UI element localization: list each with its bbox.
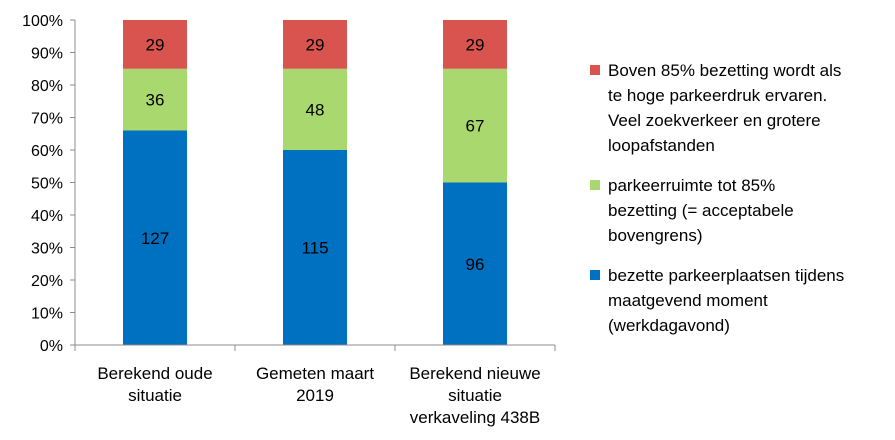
legend-item: bezette parkeerplaatsen tijdens maatgeven… <box>590 263 890 338</box>
bar-data-label: 115 <box>301 239 328 258</box>
y-tick-label: 30% <box>31 241 63 258</box>
y-tick-label: 20% <box>31 273 63 290</box>
bar-data-label: 29 <box>466 35 485 54</box>
y-tick-label: 10% <box>31 306 63 323</box>
bar-data-label: 36 <box>146 91 165 110</box>
chart-legend: Boven 85% bezetting wordt als te hoge par… <box>590 58 890 353</box>
bar-segment <box>283 150 347 345</box>
legend-swatch <box>590 270 600 280</box>
bar-segment <box>283 20 347 69</box>
legend-label: bezette parkeerplaatsen tijdens maatgeven… <box>608 266 845 335</box>
bar-segment <box>443 68 507 183</box>
legend-label: parkeerruimte tot 85% bezetting (= accept… <box>608 176 794 245</box>
y-tick-label: 90% <box>31 46 63 63</box>
bar-data-label: 127 <box>141 229 169 248</box>
y-tick-label: 40% <box>31 208 63 225</box>
y-tick-label: 100% <box>22 13 63 30</box>
legend-swatch <box>590 65 600 75</box>
y-tick-label: 80% <box>31 78 63 95</box>
x-category-label: Berekend oude situatie <box>97 364 212 405</box>
y-tick-label: 70% <box>31 111 63 128</box>
legend-item: parkeerruimte tot 85% bezetting (= accept… <box>590 173 890 248</box>
legend-label: Boven 85% bezetting wordt als te hoge par… <box>608 61 842 155</box>
y-tick-label: 0% <box>40 338 63 355</box>
bar-segment <box>283 68 347 150</box>
bar-segment <box>123 20 187 69</box>
bar-data-label: 29 <box>146 35 165 54</box>
legend-item: Boven 85% bezetting wordt als te hoge par… <box>590 58 890 158</box>
bar-data-label: 96 <box>466 255 485 274</box>
bar-segment <box>443 182 507 345</box>
y-tick-label: 60% <box>31 143 63 160</box>
y-tick-label: 50% <box>31 176 63 193</box>
legend-swatch <box>590 180 600 190</box>
bar-data-label: 67 <box>466 117 485 136</box>
bar-segment <box>443 20 507 69</box>
bar-segment <box>123 130 187 345</box>
x-category-label: Berekend nieuwe situatie verkaveling 438B <box>409 364 540 427</box>
bar-segment <box>123 68 187 131</box>
bar-data-label: 29 <box>306 35 325 54</box>
bar-data-label: 48 <box>306 100 325 119</box>
x-category-label: Gemeten maart 2019 <box>256 364 374 405</box>
